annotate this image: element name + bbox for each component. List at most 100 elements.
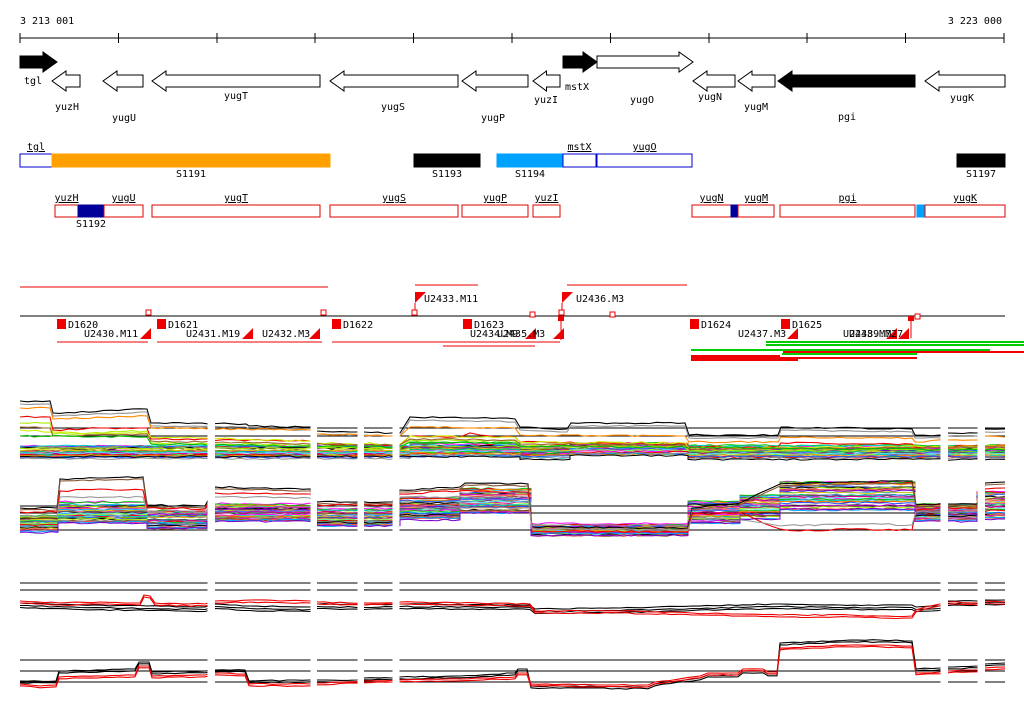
segment-box-yuzI[interactable] xyxy=(532,204,561,218)
segment-box-yugP[interactable] xyxy=(461,204,529,218)
down-flag-icon[interactable] xyxy=(309,328,320,339)
probe-square-open xyxy=(145,309,152,316)
d-marker-icon[interactable] xyxy=(332,319,341,329)
probe-square-open xyxy=(609,311,616,318)
gene-arrow-yugK[interactable] xyxy=(924,70,1006,92)
segment-gap xyxy=(207,388,215,708)
u-unit-label[interactable]: U2434.M9 xyxy=(470,329,518,340)
u-unit-label[interactable]: U2432.M3 xyxy=(262,329,310,340)
segment-label-yugO[interactable]: yugO xyxy=(632,142,656,153)
gene-arrow-yugM[interactable] xyxy=(737,70,776,92)
d-marker-icon[interactable] xyxy=(463,319,472,329)
d-marker-icon[interactable] xyxy=(57,319,66,329)
segment-box-S1197[interactable] xyxy=(956,153,1006,168)
segment-label-yugU[interactable]: yugU xyxy=(111,193,135,204)
gene-label-pgi: pgi xyxy=(838,112,856,123)
segment-box-mstX[interactable] xyxy=(562,153,597,168)
u-unit-label[interactable]: U2437.M3 xyxy=(738,329,786,340)
segment-label-yuzI[interactable]: yuzI xyxy=(534,193,558,204)
segment-label-tgl[interactable]: tgl xyxy=(27,142,45,153)
segment-box-small[interactable] xyxy=(730,204,739,218)
segment-label-yugK[interactable]: yugK xyxy=(953,193,977,204)
segment-label-yuzH[interactable]: yuzH xyxy=(54,193,78,204)
gene-label-yugS: yugS xyxy=(381,102,405,113)
d-marker-label[interactable]: D1622 xyxy=(343,320,373,331)
segment-box-yugU[interactable] xyxy=(103,204,144,218)
profile-series xyxy=(19,599,1006,610)
segment-gap xyxy=(392,388,400,708)
d-marker-label[interactable]: D1625 xyxy=(792,320,822,331)
segment-label-pgi[interactable]: pgi xyxy=(838,193,856,204)
u-unit-label[interactable]: U2431.M19 xyxy=(186,329,240,340)
down-flag-icon[interactable] xyxy=(898,328,909,339)
segment-label-yugN[interactable]: yugN xyxy=(699,193,723,204)
band-series xyxy=(19,454,1006,461)
u-unit-label[interactable]: U2435.M3 xyxy=(497,329,545,340)
up-flag-icon[interactable] xyxy=(562,292,573,303)
profile-series xyxy=(19,429,1005,450)
d-marker-icon[interactable] xyxy=(781,319,790,329)
segment-box-yugT[interactable] xyxy=(151,204,321,218)
segment-box-yugK[interactable] xyxy=(924,204,1006,218)
u-unit-label[interactable]: U2439.M27 xyxy=(849,329,903,340)
segment-box-S1193[interactable] xyxy=(413,153,481,168)
d-marker-icon[interactable] xyxy=(690,319,699,329)
d-marker-icon[interactable] xyxy=(157,319,166,329)
up-unit-label[interactable]: U2436.M3 xyxy=(576,294,624,305)
probe-square-open xyxy=(320,309,327,316)
gene-arrow-pgi[interactable] xyxy=(777,70,916,92)
gene-label-yugM: yugM xyxy=(744,102,768,113)
gene-arrow-yugP[interactable] xyxy=(461,70,529,92)
profile-series xyxy=(19,487,1006,534)
segment-box-yugO[interactable] xyxy=(596,153,693,168)
d-marker-label[interactable]: D1620 xyxy=(68,320,98,331)
gene-arrow-yugS[interactable] xyxy=(329,70,459,92)
d-marker-label[interactable]: D1621 xyxy=(168,320,198,331)
ruler xyxy=(19,33,1005,43)
segment-label-yugM[interactable]: yugM xyxy=(744,193,768,204)
gene-arrow-tgl[interactable] xyxy=(19,51,58,73)
d-marker-label[interactable]: D1623 xyxy=(474,320,504,331)
segment-box-tgl[interactable] xyxy=(19,153,53,168)
segment-label-yugS[interactable]: yugS xyxy=(382,193,406,204)
up-flag-icon[interactable] xyxy=(415,292,426,303)
segment-gap xyxy=(357,388,364,708)
gene-arrow-yugO[interactable] xyxy=(596,51,694,73)
gene-arrow-yuzH[interactable] xyxy=(51,70,81,92)
down-flag-icon[interactable] xyxy=(140,328,151,339)
segment-box-pgi[interactable] xyxy=(779,204,916,218)
segment-label-mstX[interactable]: mstX xyxy=(567,142,591,153)
segment-box-S1191[interactable] xyxy=(51,153,331,168)
segment-label-S1192: S1192 xyxy=(76,219,106,230)
down-flag-icon[interactable] xyxy=(525,328,536,339)
segment-box-yugS[interactable] xyxy=(329,204,459,218)
segment-gap xyxy=(977,388,985,708)
gene-arrow-mstX[interactable] xyxy=(562,51,598,73)
segment-label-yugP[interactable]: yugP xyxy=(483,193,507,204)
up-unit-label[interactable]: U2433.M11 xyxy=(424,294,478,305)
d-marker-label[interactable]: D1624 xyxy=(701,320,731,331)
u-unit-label[interactable]: U2438.M7 xyxy=(843,329,891,340)
gene-arrow-yugU[interactable] xyxy=(102,70,144,92)
segment-box-yugM[interactable] xyxy=(737,204,775,218)
down-flag-icon[interactable] xyxy=(553,328,564,339)
down-flag-icon[interactable] xyxy=(886,328,897,339)
gene-arrow-yuzI[interactable] xyxy=(532,70,561,92)
segment-box-S1192[interactable] xyxy=(77,204,105,218)
gene-arrow-yugT[interactable] xyxy=(151,70,321,92)
segment-box-S1194[interactable] xyxy=(496,153,564,168)
gene-arrow-yugN[interactable] xyxy=(692,70,736,92)
operon-prediction-lines xyxy=(691,341,1024,361)
segment-label-yugT[interactable]: yugT xyxy=(224,193,248,204)
gene-label-yugK: yugK xyxy=(950,93,974,104)
segment-gap xyxy=(310,388,317,708)
u-unit-label[interactable]: U2430.M11 xyxy=(84,329,138,340)
segment-box-yuzH[interactable] xyxy=(54,204,79,218)
band-series xyxy=(19,488,1006,531)
segment-box-small[interactable] xyxy=(916,204,925,218)
profile-series xyxy=(19,492,1006,532)
down-flag-icon[interactable] xyxy=(242,328,253,339)
down-flag-icon[interactable] xyxy=(787,328,798,339)
segment-box-yugN[interactable] xyxy=(691,204,732,218)
